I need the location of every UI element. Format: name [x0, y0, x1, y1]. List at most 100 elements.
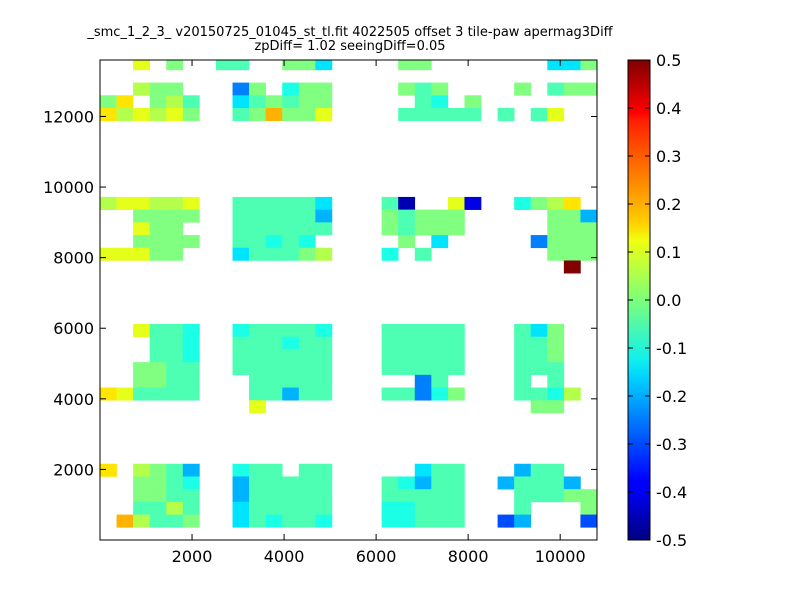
- heatmap-cell: [166, 95, 184, 109]
- heatmap-cell: [149, 476, 167, 490]
- heatmap-cell: [431, 387, 449, 401]
- colorbar-tick-label: -0.2: [656, 387, 687, 406]
- heatmap-cell: [447, 196, 465, 210]
- heatmap-cell: [232, 82, 250, 96]
- heatmap-cell: [265, 514, 283, 528]
- heatmap-cell: [133, 108, 150, 122]
- heatmap-cell: [431, 374, 449, 388]
- heatmap-cell: [215, 60, 233, 71]
- heatmap-cell: [381, 476, 399, 490]
- heatmap-cell: [232, 349, 250, 363]
- heatmap-cell: [182, 108, 200, 122]
- y-tick-label: 2000: [53, 460, 94, 479]
- heatmap-cell: [249, 108, 266, 122]
- heatmap-cell: [547, 235, 565, 249]
- heatmap-cell: [282, 222, 300, 236]
- heatmap-cell: [381, 222, 399, 236]
- heatmap-cell: [547, 336, 565, 350]
- heatmap-cell: [547, 82, 565, 96]
- heatmap-cell: [447, 514, 465, 528]
- heatmap-cell: [315, 489, 333, 503]
- heatmap-cell: [232, 476, 250, 490]
- heatmap-cell: [580, 489, 598, 503]
- heatmap-cell: [315, 387, 333, 401]
- heatmap-cell: [547, 463, 565, 477]
- heatmap-cell: [398, 209, 416, 223]
- heatmap-cell: [563, 476, 581, 490]
- heatmap-cell: [315, 501, 333, 515]
- heatmap-cell: [182, 387, 200, 401]
- heatmap-cell: [116, 247, 134, 261]
- heatmap-cell: [282, 514, 300, 528]
- heatmap-cell: [166, 463, 184, 477]
- heatmap-cell: [232, 362, 250, 376]
- heatmap-cell: [282, 95, 300, 109]
- colorbar-tick-label: 0.2: [656, 195, 681, 214]
- heatmap-cell: [249, 362, 266, 376]
- heatmap-cell: [431, 514, 449, 528]
- heatmap-cell: [182, 463, 200, 477]
- heatmap-cell: [547, 387, 565, 401]
- heatmap-cell: [282, 336, 300, 350]
- heatmap-cell: [315, 324, 333, 338]
- heatmap-cell: [398, 196, 416, 210]
- heatmap-cell: [265, 349, 283, 363]
- heatmap-cell: [580, 82, 598, 96]
- heatmap-cell: [414, 374, 432, 388]
- heatmap-cell: [547, 362, 565, 376]
- heatmap-cell: [514, 82, 532, 96]
- heatmap-cell: [530, 196, 548, 210]
- heatmap-cell: [580, 235, 598, 249]
- heatmap-cell: [282, 501, 300, 515]
- heatmap-cell: [282, 324, 300, 338]
- heatmap-cell: [414, 476, 432, 490]
- heatmap-cell: [447, 324, 465, 338]
- heatmap-cell: [447, 209, 465, 223]
- heatmap-cell: [182, 336, 200, 350]
- heatmap-cell: [580, 501, 598, 515]
- x-tick-label: 6000: [356, 547, 397, 566]
- heatmap-cell: [514, 463, 532, 477]
- heatmap-cell: [414, 82, 432, 96]
- heatmap-cell: [182, 501, 200, 515]
- heatmap-cell: [282, 476, 300, 490]
- heatmap-cell: [381, 247, 399, 261]
- heatmap-cell: [530, 463, 548, 477]
- heatmap-cell: [149, 336, 167, 350]
- heatmap-cell: [547, 196, 565, 210]
- heatmap-cell: [398, 222, 416, 236]
- heatmap-cell: [547, 374, 565, 388]
- heatmap-cell: [414, 95, 432, 109]
- heatmap-cell: [315, 60, 333, 71]
- heatmap-cell: [464, 108, 482, 122]
- heatmap-cell: [447, 349, 465, 363]
- heatmap-cell: [530, 476, 548, 490]
- heatmap-cell: [265, 95, 283, 109]
- heatmap-cell: [182, 196, 200, 210]
- heatmap-cell: [232, 60, 250, 71]
- heatmap-cell: [414, 489, 432, 503]
- heatmap-cell: [265, 336, 283, 350]
- colorbar-tick-label: -0.1: [656, 339, 687, 358]
- heatmap-cell: [265, 108, 283, 122]
- heatmap-cell: [431, 463, 449, 477]
- heatmap-cell: [298, 222, 316, 236]
- x-tick-label: 4000: [264, 547, 305, 566]
- x-tick-label: 8000: [448, 547, 489, 566]
- heatmap-cell: [249, 400, 266, 414]
- heatmap-cell: [149, 82, 167, 96]
- heatmap-cell: [116, 95, 134, 109]
- heatmap-cell: [431, 349, 449, 363]
- heatmap-cell: [282, 349, 300, 363]
- heatmap-cell: [232, 336, 250, 350]
- colorbar-tick-label: 0.0: [656, 291, 681, 310]
- heatmap-cell: [431, 362, 449, 376]
- heatmap-cell: [298, 514, 316, 528]
- heatmap-cell: [149, 95, 167, 109]
- heatmap-cell: [182, 489, 200, 503]
- heatmap-cell: [166, 82, 184, 96]
- heatmap-cell: [563, 235, 581, 249]
- heatmap-cell: [315, 476, 333, 490]
- heatmap-cell: [315, 349, 333, 363]
- heatmap-cell: [414, 501, 432, 515]
